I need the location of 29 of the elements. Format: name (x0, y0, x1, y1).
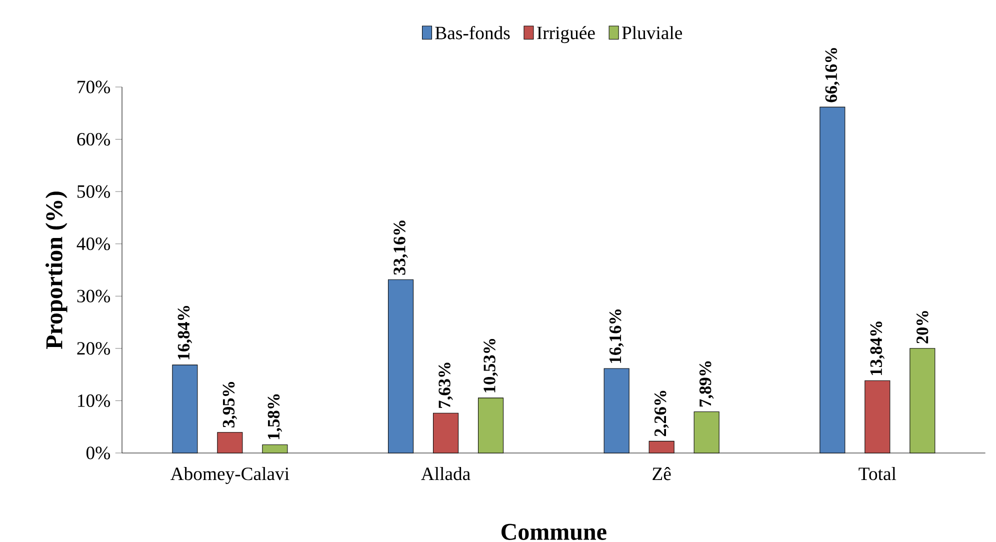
x-tick-label: Total (858, 467, 896, 480)
y-tick-label: 20% (77, 342, 110, 355)
y-tick-label: 30% (77, 290, 110, 302)
x-tick-label: Abomey-Calavi (170, 467, 290, 484)
y-tick-label: 50% (78, 185, 110, 198)
y-tick-label: 60% (77, 132, 110, 146)
data-label: 33,16% (394, 220, 408, 275)
x-tick-label: Allada (421, 467, 470, 480)
y-tick-label: 40% (76, 238, 110, 250)
y-tick-label: 70% (78, 80, 110, 94)
y-tick-label: 10% (78, 394, 110, 408)
data-label: 66,16% (825, 48, 840, 102)
legend-label: Pluviale (622, 26, 682, 40)
legend-label: Bas-fonds (435, 26, 510, 40)
y-axis-title: Proportion (%) (45, 192, 68, 350)
data-label: 1,58% (268, 394, 282, 440)
data-label: 7,63% (438, 362, 453, 408)
legend-label: Irriguée (537, 26, 595, 44)
data-label: 10,53% (484, 338, 498, 392)
data-label: 20% (916, 311, 928, 344)
data-label: 16,16% (609, 310, 624, 363)
data-label: 3,95% (222, 382, 238, 428)
data-label: 7,89% (699, 361, 714, 406)
data-label: 2,26% (654, 390, 669, 436)
x-tick-label: Zê (652, 467, 671, 480)
y-tick-label: 0% (86, 446, 110, 460)
x-axis-title: Commune (502, 524, 606, 540)
data-label: 16,84% (178, 306, 192, 360)
data-label: 13,84% (870, 322, 885, 375)
